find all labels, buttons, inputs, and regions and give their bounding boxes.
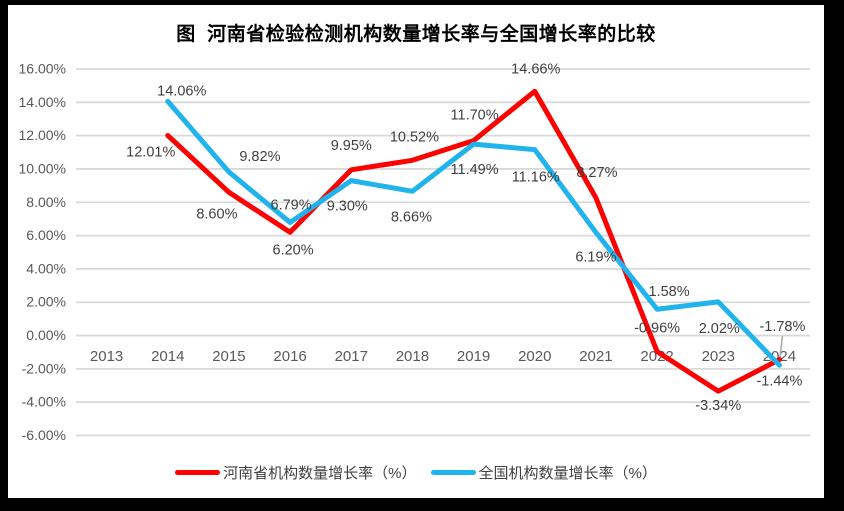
- y-axis-label: 10.00%: [19, 160, 66, 176]
- data-label: 9.95%: [331, 138, 372, 154]
- x-axis-label: 2014: [151, 348, 184, 365]
- x-axis-label: 2015: [212, 348, 245, 365]
- data-label: -1.78%: [759, 319, 805, 335]
- data-label: 6.19%: [575, 249, 616, 265]
- chart-image: 图 河南省检验检测机构数量增长率与全国增长率的比较 16.00% 14.00% 12…: [8, 5, 824, 498]
- y-axis-label: -2.00%: [22, 360, 66, 376]
- data-label: 2.02%: [699, 321, 740, 337]
- y-axis-label: -4.00%: [22, 394, 66, 410]
- x-axis-label: 2018: [396, 348, 429, 365]
- x-axis-label: 2023: [702, 348, 735, 365]
- data-label: -0.96%: [634, 321, 680, 337]
- data-label: 11.70%: [451, 108, 499, 124]
- y-axis-label: -6.00%: [22, 427, 66, 443]
- legend: 河南省机构数量增长率（%） 全国机构数量增长率（%）: [8, 462, 824, 483]
- series-line-henan: [165, 88, 782, 394]
- data-label: 14.06%: [157, 83, 206, 99]
- y-axis-label: 4.00%: [26, 260, 66, 276]
- data-label: 11.16%: [512, 170, 560, 186]
- legend-label-national: 全国机构数量增长率（%）: [478, 465, 657, 482]
- legend-item-henan: 河南省机构数量增长率（%）: [175, 462, 417, 483]
- label-leader-line: [779, 336, 784, 359]
- data-label: 11.49%: [451, 162, 499, 178]
- data-label: 8.66%: [391, 209, 432, 225]
- series-line-national: [165, 98, 782, 368]
- data-label: 8.60%: [196, 206, 237, 222]
- data-label: 12.01%: [126, 144, 175, 160]
- legend-label-henan: 河南省机构数量增长率（%）: [223, 465, 417, 482]
- y-axis-label: 2.00%: [26, 294, 66, 310]
- x-axis-label: 2019: [457, 348, 490, 365]
- data-label: -1.44%: [756, 374, 802, 390]
- x-axis-label: 2021: [579, 348, 612, 365]
- legend-swatch-national-icon: [430, 470, 476, 475]
- data-label: 6.79%: [271, 197, 312, 213]
- y-axis-label: 12.00%: [19, 127, 66, 143]
- x-axis-label: 2017: [335, 348, 368, 365]
- x-axis-label: 2016: [273, 348, 306, 365]
- y-axis-label: 16.00%: [19, 61, 66, 77]
- legend-swatch-henan-icon: [175, 470, 221, 475]
- y-axis-label: 8.00%: [26, 194, 66, 210]
- data-label: 9.82%: [239, 149, 280, 165]
- y-axis-label: 14.00%: [19, 94, 66, 110]
- data-label: 10.52%: [390, 129, 439, 145]
- data-label: -3.34%: [695, 398, 741, 414]
- line-chart-plot: 16.00% 14.00% 12.00% 10.00% 8.00% 6.00% 4.00% 2…: [19, 61, 810, 443]
- data-label: 14.66%: [511, 61, 560, 77]
- data-label: 1.58%: [649, 284, 690, 300]
- legend-item-national: 全国机构数量增长率（%）: [430, 462, 657, 483]
- data-label: 9.30%: [327, 199, 368, 215]
- x-axis-label: 2022: [640, 348, 673, 365]
- data-label: 8.27%: [576, 165, 617, 181]
- chart-title: 图 河南省检验检测机构数量增长率与全国增长率的比较: [176, 24, 656, 45]
- x-axis-label: 2020: [518, 348, 551, 365]
- y-axis-label: 0.00%: [26, 327, 66, 343]
- x-axis-label: 2013: [90, 348, 123, 365]
- y-axis-label: 6.00%: [26, 227, 66, 243]
- data-label: 6.20%: [273, 242, 314, 258]
